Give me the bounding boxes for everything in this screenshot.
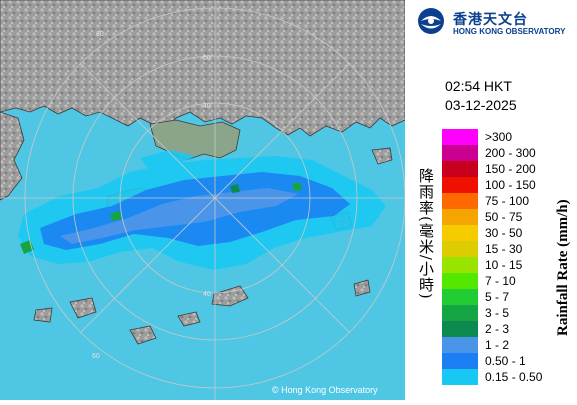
rain-band-heavy <box>60 188 298 244</box>
rain-echoes <box>18 150 386 270</box>
radar-map-canvas: 40 60 80 40 60 <box>0 0 406 400</box>
ring-label: 40 <box>203 103 211 110</box>
rain-patch-north <box>140 150 196 168</box>
hko-logo: 香港天文台 HONG KONG OBSERVATORY <box>417 7 577 37</box>
legend-labels: >300 200 - 300 150 - 200 100 - 150 75 - … <box>485 129 542 385</box>
north-east-island <box>371 147 393 165</box>
hko-emblem-icon <box>418 8 444 34</box>
legend-label: 100 - 150 <box>485 178 536 192</box>
mainland-land <box>0 0 406 137</box>
legend-label: 30 - 50 <box>485 226 523 240</box>
legend-label: >300 <box>485 130 513 144</box>
legend-swatch <box>442 369 478 385</box>
legend-swatch <box>442 193 478 209</box>
legend-label: 50 - 75 <box>485 210 523 224</box>
south-island-2 <box>177 311 201 327</box>
legend-swatch <box>442 241 478 257</box>
logo-name-zh: 香港天文台 <box>453 12 528 28</box>
legend-label: 2 - 3 <box>485 322 510 336</box>
legend-label: 200 - 300 <box>485 146 536 160</box>
legend-swatch <box>442 145 478 161</box>
legend-label: 0.50 - 1 <box>485 354 526 368</box>
south-island-4 <box>129 325 157 345</box>
legend-title-en: Rainfall Rate (mm/h) <box>555 199 571 337</box>
south-island-3 <box>69 297 97 319</box>
legend-swatch <box>442 225 478 241</box>
radar-map[interactable]: 40 60 80 40 60 © Hong Kong Observatory <box>0 0 406 400</box>
legend-swatch <box>442 177 478 193</box>
legend-panel: 香港天文台 HONG KONG OBSERVATORY 02:54 HKT 03… <box>405 0 577 400</box>
legend-swatch <box>442 161 478 177</box>
rain-cell-3 <box>292 182 302 191</box>
west-coast-land <box>0 111 25 201</box>
observation-time: 02:54 HKT <box>445 78 512 94</box>
legend-title-zh: 降雨率(毫米/小時) <box>417 168 435 300</box>
south-island-1 <box>211 285 249 307</box>
legend-swatch <box>442 129 478 145</box>
legend-label: 15 - 30 <box>485 242 523 256</box>
legend-swatch <box>442 257 478 273</box>
ring-labels: 40 60 80 40 60 <box>92 31 211 360</box>
legend-label: 75 - 100 <box>485 194 530 208</box>
copyright-notice: © Hong Kong Observatory <box>272 385 378 395</box>
south-island-5 <box>33 307 53 323</box>
legend-swatch <box>442 305 478 321</box>
legend-swatches <box>442 129 478 385</box>
legend-swatch <box>442 289 478 305</box>
ring-label: 40 <box>203 291 211 298</box>
logo-name-en: HONG KONG OBSERVATORY <box>453 27 566 36</box>
ring-label: 60 <box>203 55 211 62</box>
legend-label: 10 - 15 <box>485 258 523 272</box>
legend-label: 150 - 200 <box>485 162 536 176</box>
legend-swatch <box>442 337 478 353</box>
legend-swatch <box>442 273 478 289</box>
legend-swatch <box>442 353 478 369</box>
rain-cell-2 <box>110 211 122 221</box>
legend-swatch <box>442 321 478 337</box>
far-east-island <box>353 279 371 297</box>
legend-label: 3 - 5 <box>485 306 510 320</box>
rain-cell-4 <box>230 184 240 193</box>
legend-label: 1 - 2 <box>485 338 510 352</box>
legend-label: 5 - 7 <box>485 290 510 304</box>
legend-label: 7 - 10 <box>485 274 516 288</box>
legend-label: 0.15 - 0.50 <box>485 370 543 384</box>
ring-label: 80 <box>96 31 104 38</box>
ring-label: 60 <box>92 353 100 360</box>
observation-date: 03-12-2025 <box>445 97 517 113</box>
legend-swatch <box>442 209 478 225</box>
